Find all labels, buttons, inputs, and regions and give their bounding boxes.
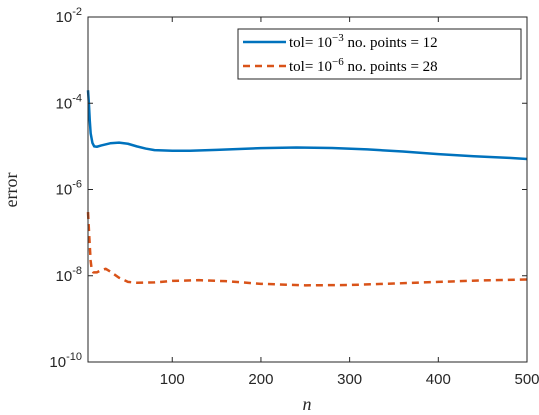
y-tick-label: 10-6 bbox=[56, 179, 82, 199]
x-tick-label: 500 bbox=[514, 371, 539, 388]
y-tick-label: 10-2 bbox=[56, 6, 82, 26]
x-tick-label: 300 bbox=[337, 371, 362, 388]
series-line-1 bbox=[86, 90, 528, 161]
y-axis-label: error bbox=[1, 173, 21, 208]
x-axis-label: n bbox=[303, 394, 312, 414]
legend: tol= 10−3 no. points = 12 tol= 10−6 no. p… bbox=[237, 28, 522, 80]
x-tick-label: 400 bbox=[426, 371, 451, 388]
y-tick-label: 10-10 bbox=[49, 351, 82, 371]
series-layer bbox=[86, 90, 528, 287]
plot-frame bbox=[87, 16, 528, 363]
x-tick-labels: 100 200 300 400 500 bbox=[160, 371, 539, 388]
legend-label-2: tol= 10−6 no. points = 28 bbox=[289, 56, 438, 75]
series-line-2 bbox=[86, 211, 528, 287]
legend-label-1: tol= 10−3 no. points = 12 bbox=[289, 32, 438, 51]
legend-box bbox=[237, 28, 522, 80]
y-tick-labels: 10-10 10-8 10-6 10-4 10-2 bbox=[49, 6, 82, 371]
y-tick-label: 10-4 bbox=[56, 92, 82, 112]
x-tick-label: 200 bbox=[248, 371, 273, 388]
x-tick-label: 100 bbox=[160, 371, 185, 388]
y-tick-label: 10-8 bbox=[56, 265, 82, 285]
